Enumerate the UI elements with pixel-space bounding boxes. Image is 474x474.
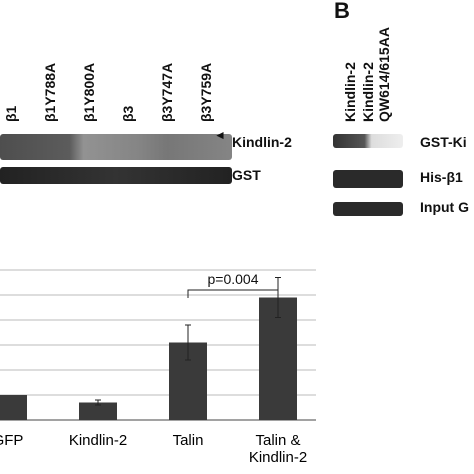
x-tick-label: Kindlin-2 [68, 432, 128, 449]
panel-letter: B [334, 0, 350, 23]
blot-band-row [333, 170, 403, 188]
annotation: p=0.004 [208, 271, 259, 287]
blot-band-row [0, 167, 232, 184]
blot-band-row [333, 202, 403, 216]
row-label: His-β1 [420, 169, 463, 185]
row-label: GST-Ki [420, 134, 467, 150]
row-label: Input G [420, 199, 469, 215]
lane-label: Kindlin-2 [342, 62, 358, 122]
blot-band-row [333, 134, 403, 148]
lane-label: β1 [3, 105, 19, 122]
bar [79, 402, 117, 420]
significance-bracket [187, 289, 279, 298]
x-tick-label: GFP [0, 432, 24, 449]
lane-label: QW614/615AA [376, 27, 392, 122]
blot-band-row [0, 134, 232, 160]
row-label: GST [232, 167, 261, 183]
x-tick-label: Talin [172, 432, 204, 449]
lane-label: β1Y788A [42, 62, 58, 122]
lane-label: β3Y759A [198, 62, 214, 122]
lane-label: β1Y800A [81, 62, 97, 122]
x-tick-label: Talin & Kindlin-2 [248, 432, 308, 466]
row-label: Kindlin-2 [232, 134, 292, 150]
lane-label: Kindlin-2 [360, 62, 376, 122]
arrow: ◄ [214, 128, 226, 142]
lane-label: β3 [120, 105, 136, 122]
bar [0, 395, 27, 420]
lane-label: β3Y747A [159, 62, 175, 122]
